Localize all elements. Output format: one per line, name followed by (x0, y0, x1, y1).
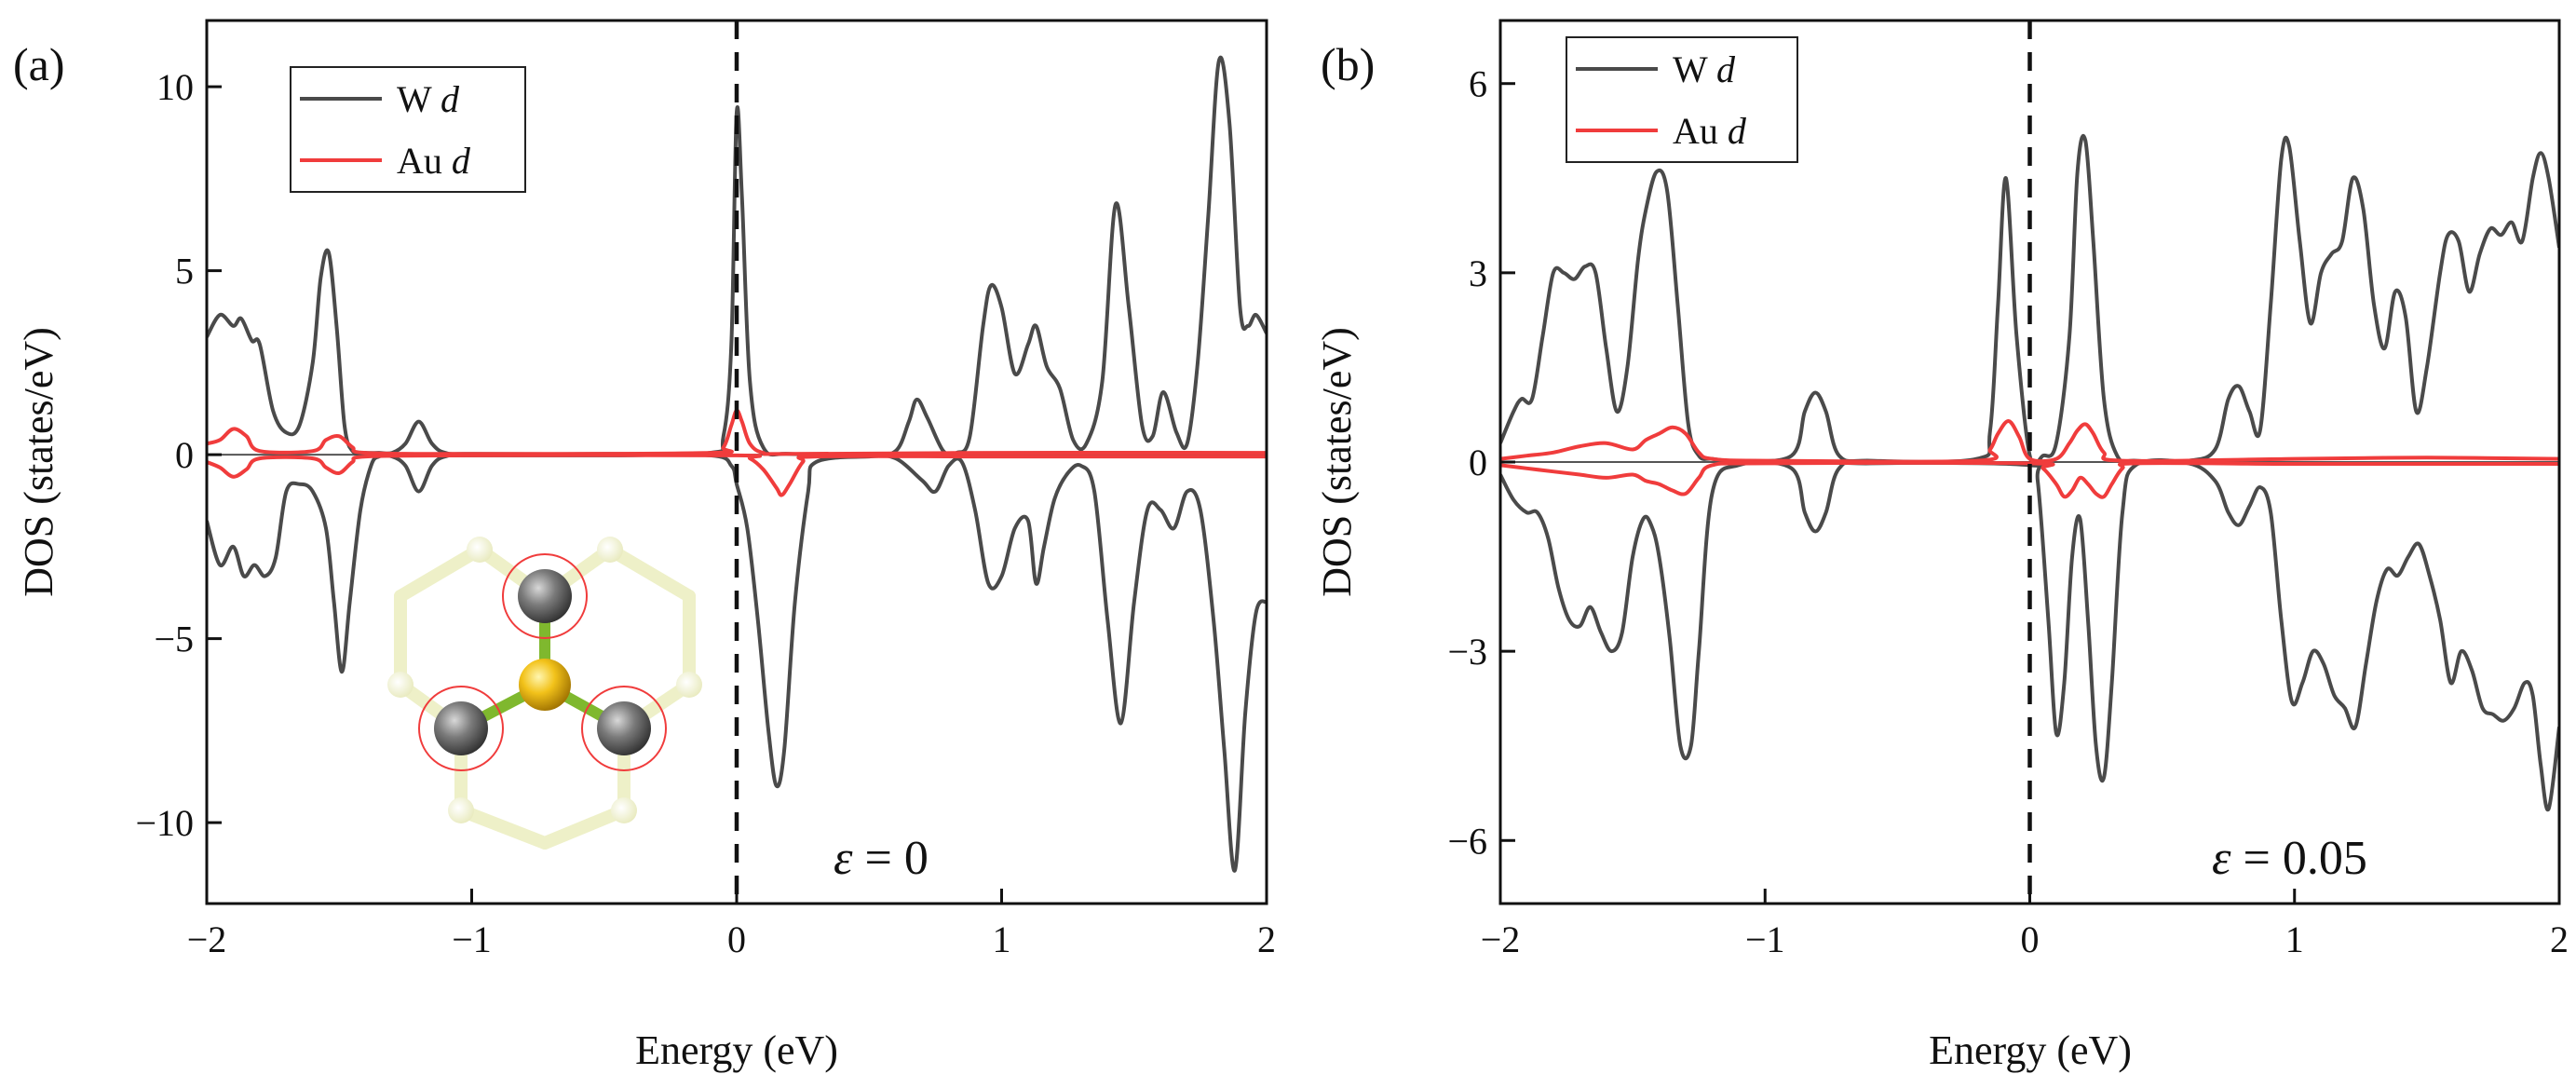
legend-b: W d Au d (1566, 36, 1798, 163)
w-highlight-circle (581, 686, 667, 771)
s-atom (676, 672, 702, 698)
x-tick-label: 0 (727, 918, 746, 960)
strain-annotation-b: ε = 0.05 (2212, 832, 2367, 885)
x-tick-label: −2 (187, 918, 227, 960)
y-tick-label: 5 (175, 251, 194, 292)
series-line-w-d-up-b (1500, 133, 2559, 468)
w-atom (434, 701, 488, 755)
x-tick-label: 0 (2021, 918, 2040, 960)
x-axis-title-a: Energy (eV) (635, 1027, 838, 1073)
legend-box-a (290, 66, 526, 193)
legend-label-au-d: Au d (397, 140, 471, 182)
x-tick-label: 2 (2550, 918, 2569, 960)
x-tick-label: −2 (1481, 918, 1521, 960)
s-atom (597, 537, 623, 563)
y-tick-label: 3 (1469, 252, 1487, 294)
panel-label-a: (a) (13, 38, 65, 90)
w-highlight-circle (418, 686, 504, 771)
legend-box-b (1566, 36, 1798, 163)
s-atom (611, 797, 637, 823)
series-line-au-d-down-a (207, 453, 1267, 497)
panel-a: (a) (13, 19, 1276, 1073)
s-atom (448, 797, 474, 823)
x-tick-label: 2 (1257, 918, 1276, 960)
w-atom (597, 701, 651, 755)
s-atom (387, 672, 414, 698)
series-line-au-d-down-b (1500, 460, 2559, 499)
x-axis-title-b: Energy (eV) (1929, 1027, 2132, 1073)
y-tick-label: 0 (175, 434, 194, 476)
legend-label-au-d: Au d (1673, 110, 1747, 152)
y-tick-label: 0 (1469, 442, 1487, 483)
y-tick-label: −3 (1447, 631, 1487, 673)
x-tick-label: 1 (2285, 918, 2304, 960)
series-line-au-d-up-b (1500, 419, 2559, 464)
strain-annotation-a: ε = 0 (834, 832, 929, 885)
legend-a: W d Au d (290, 66, 526, 193)
series-line-w-d-down-b (1500, 458, 2559, 812)
panel-b: (b) −2 −1 0 1 2 −6 −3 0 3 6 W d Au d ε = 0.05 Ene… (1314, 19, 2569, 1073)
y-tick-label: 6 (1469, 63, 1487, 105)
legend-label-w-d: W d (1673, 48, 1736, 90)
y-tick-label: −10 (135, 802, 194, 844)
series-line-w-d-down-a (207, 453, 1267, 873)
x-tick-label: 1 (993, 918, 1011, 960)
w-highlight-circle (502, 553, 588, 639)
y-tick-label: 10 (156, 66, 194, 108)
panel-label-b: (b) (1321, 38, 1375, 90)
y-tick-label: −5 (154, 619, 194, 660)
ticks-b: −2 −1 0 1 2 −6 −3 0 3 6 (1447, 63, 2569, 960)
x-tick-label: −1 (452, 918, 492, 960)
structure-inset (368, 508, 722, 862)
plot-area-b (1500, 20, 2559, 904)
w-atom (518, 569, 572, 623)
plot-area-a (207, 20, 1267, 904)
y-tick-label: −6 (1447, 820, 1487, 862)
y-axis-title-a: DOS (states/eV) (16, 327, 61, 597)
s-atom (467, 537, 493, 563)
legend-label-w-d: W d (397, 78, 460, 120)
y-axis-title-b: DOS (states/eV) (1314, 327, 1360, 597)
x-tick-label: −1 (1745, 918, 1785, 960)
au-atom (519, 659, 571, 711)
